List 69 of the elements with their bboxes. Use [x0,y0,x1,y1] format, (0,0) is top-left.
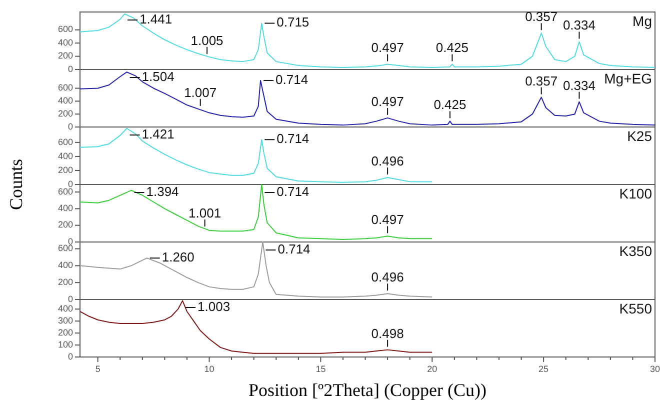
annotation: 0.497 [371,94,404,109]
y-tick-label: 0 [68,351,73,362]
x-tick-label: 15 [316,364,326,374]
annotation: 1.260 [162,250,194,265]
text: K350 [619,243,652,259]
text: K25 [627,128,652,144]
y-tick-label: 200 [58,108,73,118]
x-tick-label: 30 [650,364,660,374]
line-series [80,242,433,298]
annotation: 0.496 [371,270,404,285]
annotation: 0.497 [371,40,404,56]
y-tick-label: 200 [58,50,73,61]
y-tick-label: 0 [68,64,73,74]
text: Mg [632,13,652,29]
x-tick-label: 25 [538,364,549,374]
annotation: 1.003 [198,298,230,314]
annotation: 1.441 [140,11,172,26]
annotation: 1.001 [188,206,222,220]
line-series [80,128,433,183]
y-tick-label: 300 [58,315,73,326]
annotation: 0.714 [276,72,308,87]
x-tick-label: 10 [204,364,214,374]
annotation: 0.714 [276,184,310,199]
x-tick-label: 5 [95,364,100,374]
y-tick-label: 0 [68,178,73,189]
y-tick-label: 200 [58,327,73,338]
y-tick-label: 100 [58,339,73,350]
text: Mg+EG [604,70,652,86]
line-series [80,300,433,354]
annotation: 1.007 [184,84,217,100]
annotation: 0.334 [562,18,596,33]
y-tick-label: 200 [58,276,73,287]
annotation: 0.425 [436,40,468,56]
annotation: 1.504 [142,68,174,84]
annotation: 0.496 [371,153,404,168]
y-axis-title: Counts [6,158,26,210]
y-tick-label: 400 [58,260,73,270]
y-tick-label: 400 [58,150,73,161]
annotation: 0.714 [276,131,310,146]
x-tick-label: 20 [427,364,438,374]
y-tick-label: 600 [58,136,73,147]
annotation: 0.714 [278,241,310,256]
text: K550 [619,300,652,316]
annotation: 1.394 [146,184,179,199]
x-axis-title: Position [º2Theta] (Copper (Cu)) [248,380,487,400]
y-tick-label: 600 [58,186,73,196]
annotation: 0.334 [562,78,596,93]
annotation: 0.357 [525,9,558,24]
annotation: 1.005 [190,32,224,48]
y-tick-label: 400 [58,37,73,48]
y-tick-label: 0 [68,294,73,304]
y-tick-label: 400 [58,203,73,214]
annotation: 0.357 [525,73,558,88]
y-tick-label: 200 [58,164,73,175]
text: K100 [619,186,652,202]
annotation: 0.498 [371,326,404,341]
y-tick-label: 600 [58,24,73,34]
y-tick-label: 200 [58,220,73,230]
annotation: 0.497 [371,212,404,228]
annotation: 0.425 [434,97,466,112]
y-tick-label: 400 [58,303,73,314]
annotation: 1.421 [142,126,174,142]
line-series [80,184,433,240]
y-tick-label: 600 [58,243,73,254]
line-series [80,72,656,126]
y-tick-label: 600 [58,82,73,93]
y-tick-label: 400 [58,96,73,106]
y-tick-label: 0 [68,121,73,132]
annotation: 0.715 [276,14,310,30]
